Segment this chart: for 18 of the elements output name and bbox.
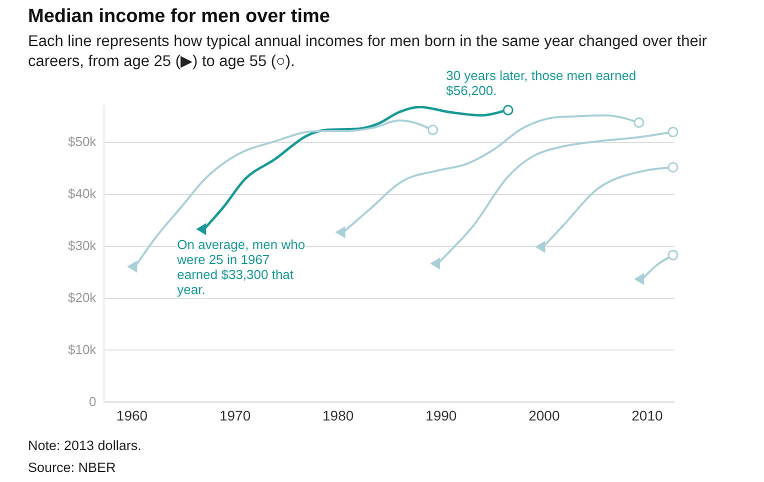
y-tick-label: $10k <box>68 342 97 357</box>
source-note: Source: NBER <box>28 460 116 475</box>
x-tick-label: 2010 <box>632 407 663 424</box>
chart-title: Median income for men over time <box>28 6 330 28</box>
x-tick-label: 1970 <box>219 407 251 424</box>
annotation: 30 years later, those men earned $56,200. <box>446 68 636 98</box>
y-tick-label: 0 <box>88 394 96 409</box>
x-tick-label: 1990 <box>426 407 457 424</box>
chart-subtitle: Each line represents how typical annual incomes for men born in the same year changed over their careers, from age 25 (▶) to age 55 (○). <box>28 33 707 70</box>
x-tick-label: 1960 <box>116 407 148 424</box>
y-tick-label: $20k <box>68 290 97 305</box>
annotation: On average, men who were 25 in 1967 earned $33,300 that year. <box>176 237 306 298</box>
y-tick-label: $40k <box>68 186 97 201</box>
y-tick-label: $30k <box>68 238 97 253</box>
x-tick-label: 1980 <box>322 407 354 424</box>
x-tick-label: 2000 <box>528 407 560 424</box>
y-tick-label: $50k <box>68 134 97 149</box>
text: Note: 2013 dollars. <box>28 438 142 453</box>
